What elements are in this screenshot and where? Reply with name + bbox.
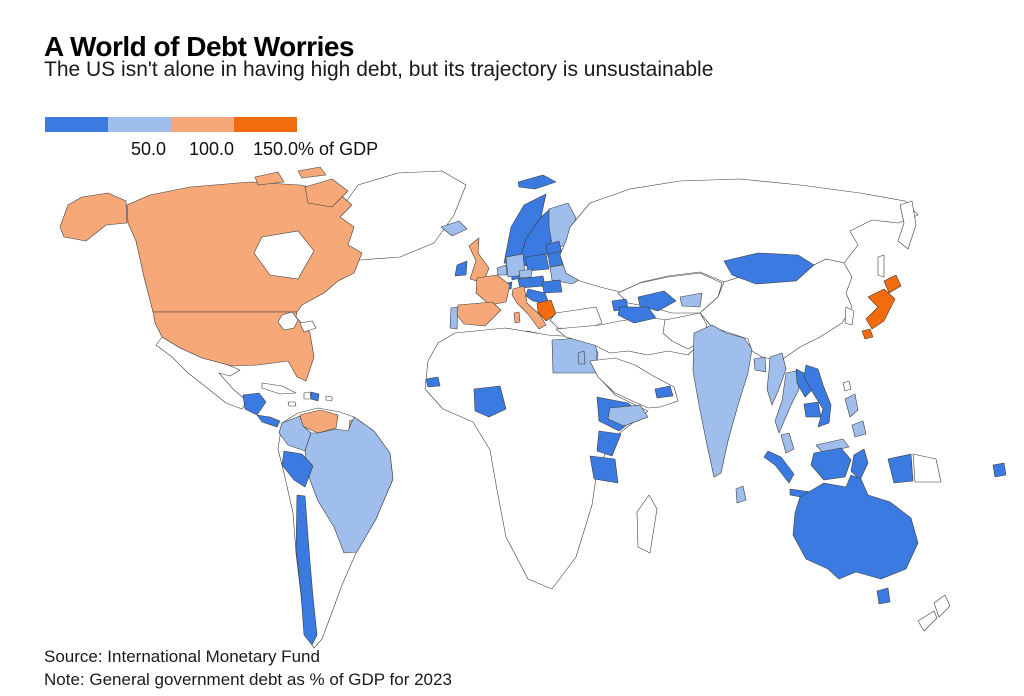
legend-tick-50: 50.0	[131, 139, 167, 159]
source-line: Source: International Monetary Fund	[44, 647, 320, 666]
country-czechia	[518, 268, 533, 279]
country-uzbekistan	[637, 290, 677, 312]
country-indonesia-papua	[887, 453, 914, 484]
legend-tick-100: 100.0	[189, 139, 235, 159]
country-canada-baffin	[304, 178, 349, 208]
country-mexico	[155, 336, 248, 410]
country-turkmenistan	[617, 306, 657, 324]
country-japan	[861, 274, 902, 340]
country-mongolia	[723, 252, 815, 285]
country-indonesia-kalimantan	[810, 447, 852, 481]
country-canada-arctic-islands	[254, 166, 327, 186]
country-malaysia-peninsula	[780, 432, 795, 454]
country-new-zealand	[917, 594, 951, 632]
country-svalbard	[517, 174, 557, 190]
country-taiwan	[842, 380, 852, 392]
country-benelux	[496, 264, 508, 276]
country-nigeria	[473, 385, 507, 418]
country-indonesia-sulawesi	[850, 448, 869, 481]
country-tanzania	[589, 455, 619, 484]
world-map-container	[0, 165, 1024, 650]
country-kenya	[596, 430, 622, 457]
country-iceland	[440, 220, 468, 237]
legend-color-ramp	[45, 117, 297, 132]
country-vietnam	[803, 364, 832, 428]
country-india	[692, 324, 753, 478]
country-russia-sakhalin	[877, 254, 885, 278]
page-title: A World of Debt Worries	[44, 30, 355, 62]
country-uae	[654, 385, 674, 399]
note-line: Note: General government debt as % of GD…	[44, 670, 452, 689]
legend-swatch-under-50	[45, 117, 108, 132]
great-lakes-water	[277, 311, 317, 333]
country-poland	[524, 253, 550, 272]
country-middle-east-arabia	[589, 357, 679, 409]
country-alaska-united-states	[59, 192, 128, 242]
country-france	[475, 274, 511, 306]
country-peru	[281, 450, 314, 488]
country-senegal	[425, 376, 441, 388]
hudson-bay-water	[253, 230, 315, 280]
country-cambodia	[803, 401, 822, 418]
country-kyrgyzstan-tajikistan	[679, 292, 703, 308]
country-costa-rica-panama	[256, 414, 281, 428]
legend-swatch-50-100	[108, 117, 171, 132]
country-fiji	[992, 462, 1007, 478]
country-haiti	[303, 391, 312, 400]
country-philippines	[844, 393, 867, 438]
country-korea	[844, 306, 855, 326]
country-honduras-nicaragua	[242, 392, 267, 416]
country-cuba	[261, 382, 297, 395]
country-russia-kamchatka	[897, 200, 917, 250]
legend: 50.0 100.0 150.0% of GDP	[45, 117, 445, 163]
country-ireland	[454, 260, 468, 277]
footer-notes: Source: International Monetary Fund Note…	[44, 645, 452, 691]
country-papua-new-guinea	[912, 453, 942, 483]
country-spain	[456, 301, 502, 327]
country-jamaica	[287, 401, 297, 407]
country-myanmar	[766, 352, 787, 406]
country-portugal	[449, 306, 459, 330]
country-italy	[511, 285, 547, 340]
legend-swatch-100-150	[171, 117, 234, 132]
legend-tick-150: 150.0% of GDP	[253, 139, 379, 159]
country-chile	[295, 494, 318, 646]
country-greece	[536, 299, 557, 322]
country-dominican-republic	[310, 391, 320, 402]
country-malaysia-borneo	[815, 438, 850, 454]
country-bangladesh	[753, 356, 767, 373]
country-greenland	[335, 170, 467, 261]
country-yemen	[607, 404, 649, 427]
world-choropleth-map	[59, 166, 1007, 649]
country-romania	[541, 279, 563, 294]
country-laos	[795, 368, 814, 398]
country-madagascar	[636, 494, 658, 554]
page-subtitle: The US isn't alone in having high debt, …	[44, 58, 714, 81]
country-australia-tasmania	[876, 587, 891, 605]
country-israel	[577, 350, 586, 365]
country-brazil	[304, 416, 394, 554]
legend-swatch-over-150	[234, 117, 297, 132]
country-indonesia-sumatra	[763, 450, 795, 484]
country-sri-lanka	[735, 485, 747, 504]
country-puerto-rico	[325, 395, 333, 402]
country-united-kingdom	[468, 237, 490, 284]
country-australia	[792, 474, 919, 580]
